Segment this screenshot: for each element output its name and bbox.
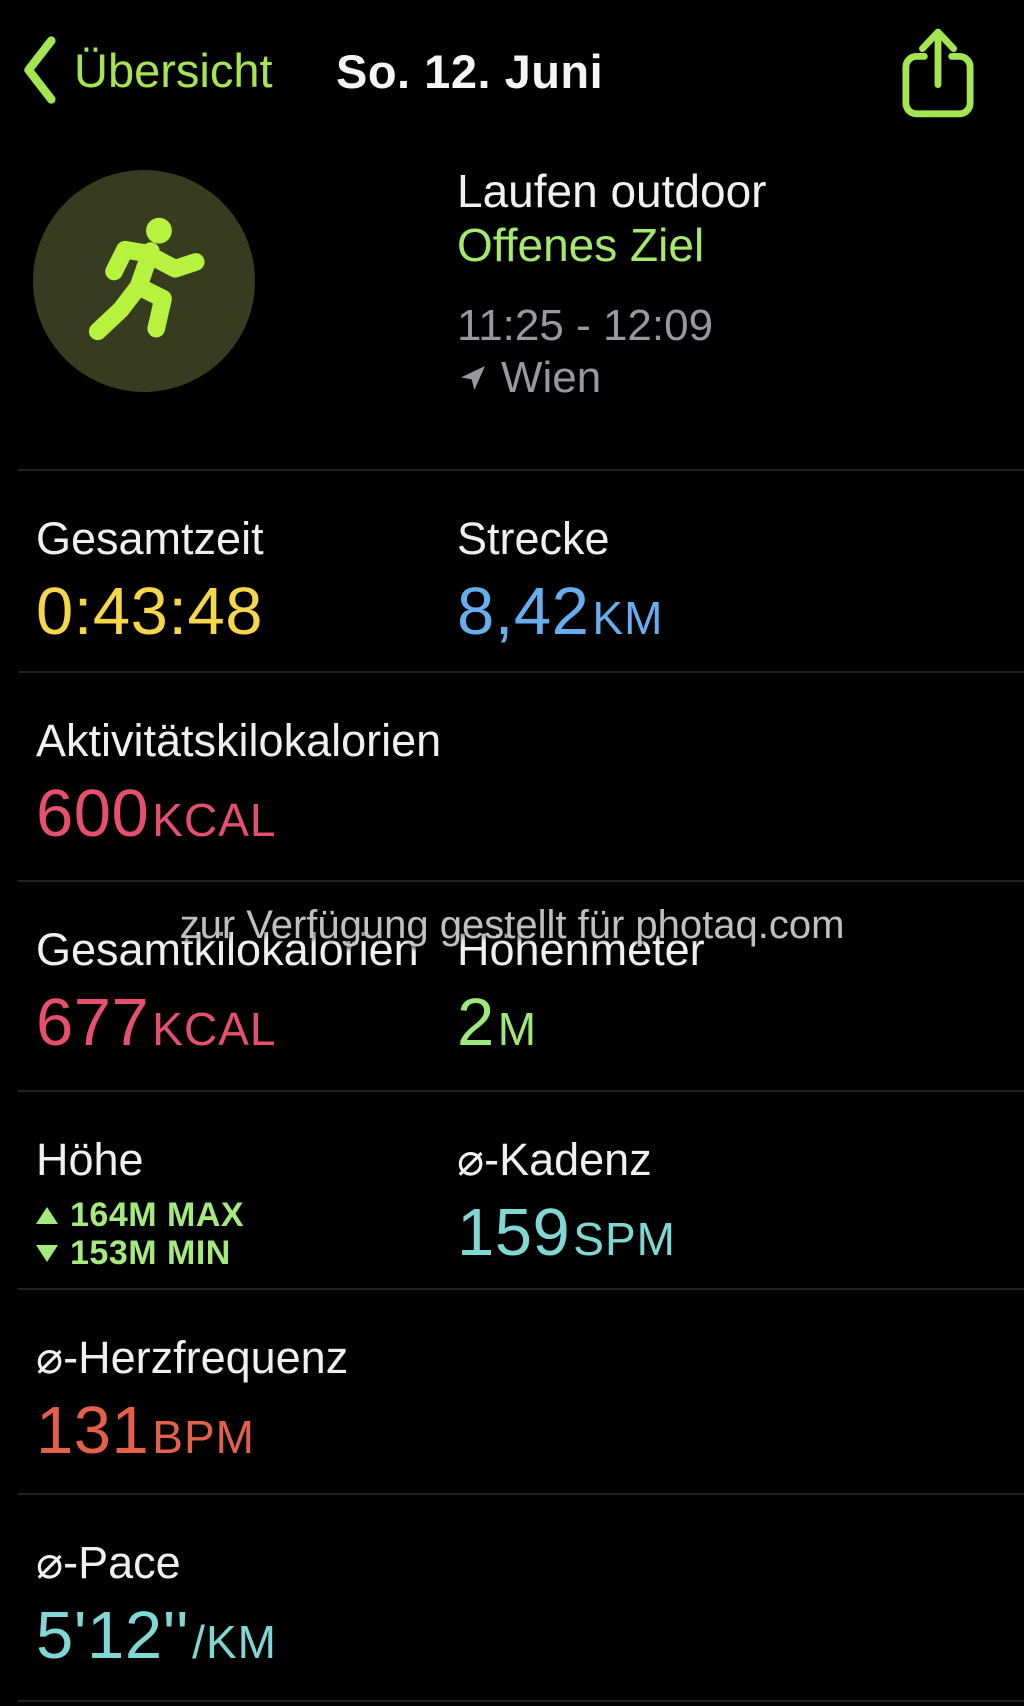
workout-location: Wien — [501, 353, 602, 402]
metric-distance: Strecke 8,42KM — [457, 513, 663, 650]
workout-location-row: Wien — [457, 352, 767, 404]
metric-value: 159SPM — [457, 1195, 676, 1270]
workout-goal: Offenes Ziel — [457, 219, 705, 271]
share-button[interactable] — [901, 24, 975, 118]
chevron-left-icon — [20, 34, 58, 106]
metric-label: Aktivitätskilokalorien — [36, 715, 442, 766]
workout-time-range: 11:25 - 12:09 — [457, 301, 714, 350]
workout-info: Laufen outdoor Offenes Ziel 11:25 - 12:0… — [457, 164, 767, 404]
metric-value: 0:43:48 — [36, 574, 264, 649]
metric-label: Strecke — [457, 513, 610, 564]
metric-value: 600KCAL — [36, 776, 277, 851]
metric-pace: ⌀-Pace 5'12''/KM — [36, 1537, 277, 1674]
location-arrow-icon — [457, 362, 489, 394]
nav-bar: Übersicht So. 12. Juni — [0, 0, 1024, 140]
metric-active-kcal: Aktivitätskilokalorien 600KCAL — [36, 715, 441, 852]
elevation-max-value: 164M MAX — [70, 1196, 245, 1234]
workout-type-badge — [33, 170, 255, 392]
metric-cadence: ⌀-Kadenz 159SPM — [457, 1134, 676, 1271]
metric-label: Höhe — [36, 1134, 144, 1185]
metric-row-total-kcal-elevation: Gesamtkilokalorien 677KCAL Höhenmeter 2M — [18, 880, 1024, 1092]
metric-row-heart-rate: ⌀-Herzfrequenz 131BPM — [18, 1288, 1024, 1495]
metric-row-pace: ⌀-Pace 5'12''/KM — [18, 1493, 1024, 1702]
metric-label: Gesamtkilokalorien — [36, 924, 419, 975]
metric-value: 5'12''/KM — [36, 1598, 277, 1673]
up-triangle-icon — [36, 1206, 58, 1224]
share-icon — [901, 24, 975, 118]
metric-row-elevation-cadence: Höhe 164M MAX 153M MIN ⌀-Kadenz 159SPM — [18, 1090, 1024, 1290]
metric-elevation: Höhe 164M MAX 153M MIN — [36, 1134, 244, 1272]
metric-value: 131BPM — [36, 1393, 255, 1468]
elevation-min-value: 153M MIN — [70, 1234, 231, 1272]
metric-label: ⌀-Pace — [36, 1537, 181, 1588]
elevation-min-line: 153M MIN — [36, 1234, 244, 1272]
metric-label: ⌀-Kadenz — [457, 1134, 652, 1185]
metric-elevation-gain: Höhenmeter 2M — [457, 924, 705, 1061]
bottom-divider — [18, 1700, 1024, 1702]
back-button-label: Übersicht — [74, 43, 273, 97]
metric-heart-rate: ⌀-Herzfrequenz 131BPM — [36, 1332, 348, 1469]
metric-row-time-distance: Gesamtzeit 0:43:48 Strecke 8,42KM — [18, 469, 1024, 673]
metric-value: 677KCAL — [36, 985, 277, 1060]
elevation-max-min: 164M MAX 153M MIN — [36, 1196, 244, 1272]
metric-label: Gesamtzeit — [36, 513, 264, 564]
elevation-max-line: 164M MAX — [36, 1196, 244, 1234]
back-button[interactable]: Übersicht — [20, 34, 273, 106]
metric-value: 2M — [457, 985, 538, 1060]
down-triangle-icon — [36, 1244, 58, 1262]
metric-row-active-kcal: Aktivitätskilokalorien 600KCAL — [18, 671, 1024, 882]
metric-label: ⌀-Herzfrequenz — [36, 1332, 349, 1383]
metric-value: 8,42KM — [457, 574, 664, 649]
runner-icon — [76, 213, 212, 349]
page-title: So. 12. Juni — [336, 45, 604, 98]
metric-total-time: Gesamtzeit 0:43:48 — [36, 513, 266, 650]
metric-total-kcal: Gesamtkilokalorien 677KCAL — [36, 924, 419, 1061]
metric-label: Höhenmeter — [457, 924, 705, 975]
workout-activity: Laufen outdoor — [457, 165, 767, 217]
